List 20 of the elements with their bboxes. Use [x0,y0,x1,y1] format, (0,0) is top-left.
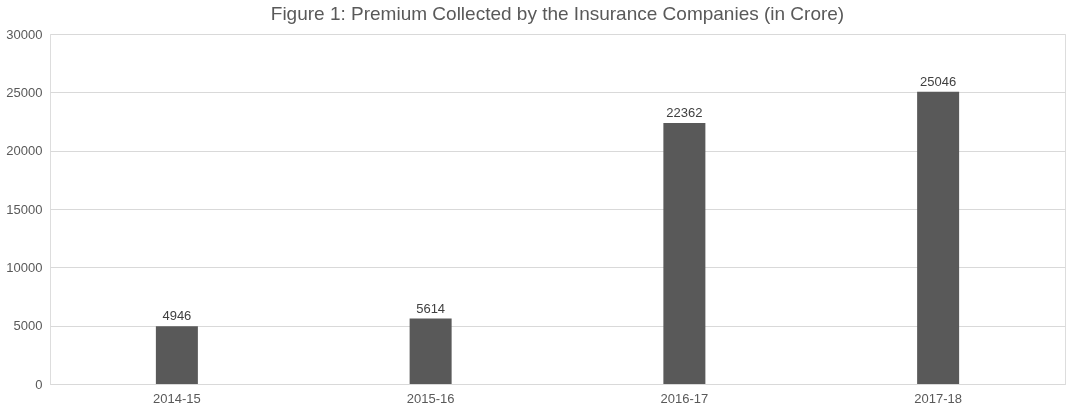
data-label: 4946 [162,308,192,324]
y-tick-label: 20000 [6,143,43,159]
x-tick-label: 2015-16 [406,390,455,406]
bar [663,123,706,384]
y-tick-label: 10000 [6,259,43,275]
chart-title: Figure 1: Premium Collected by the Insurance Companies (in Crore) [270,3,845,24]
y-tick-label: 5000 [13,318,43,334]
bar [155,326,198,384]
y-tick-label: 0 [35,376,43,392]
bar [917,91,960,384]
data-label: 25046 [920,73,957,89]
x-tick-label: 2017-18 [914,390,962,406]
y-tick-label: 30000 [6,26,43,42]
bar [409,318,452,384]
x-tick-label: 2014-15 [153,390,201,406]
y-tick-label: 25000 [6,84,43,100]
x-tick-label: 2016-17 [660,390,709,406]
data-label: 22362 [666,105,703,121]
data-label: 5614 [416,300,446,316]
y-tick-label: 15000 [6,201,43,217]
